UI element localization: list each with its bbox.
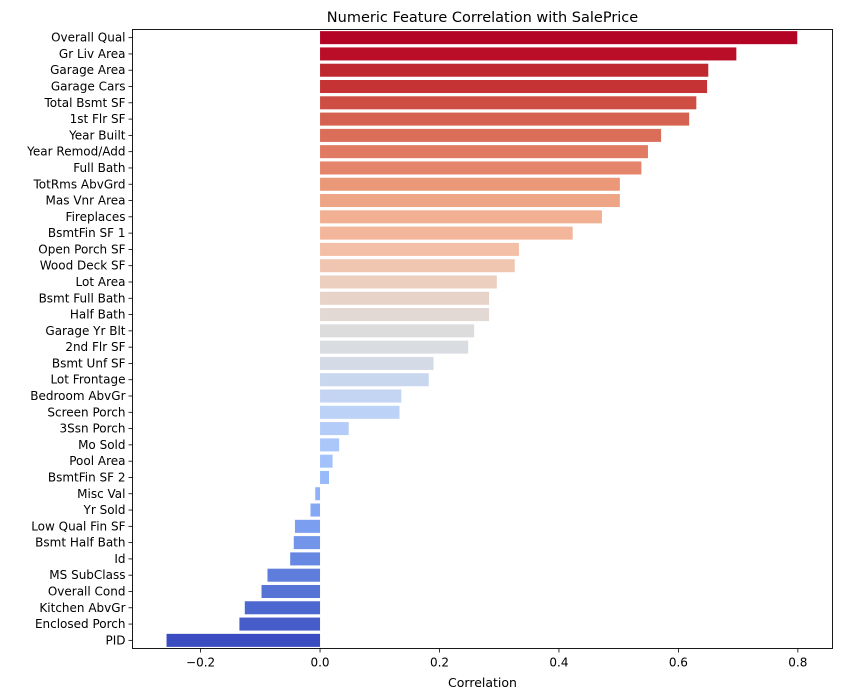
bar-bsmt-half-bath	[293, 536, 321, 550]
bar-mas-vnr-area	[320, 194, 620, 208]
bar-fireplaces	[320, 210, 602, 224]
bar-full-bath	[320, 161, 642, 175]
category-label: Overall Cond	[48, 584, 126, 598]
bar-1st-flr-sf	[320, 112, 690, 126]
category-label: Wood Deck SF	[40, 259, 126, 273]
bars-layer	[166, 31, 798, 647]
category-label: Kitchen AbvGr	[39, 601, 125, 615]
bar-wood-deck-sf	[320, 259, 515, 273]
bar-total-bsmt-sf	[320, 96, 697, 110]
bar-garage-yr-blt	[320, 324, 475, 338]
category-label: BsmtFin SF 2	[48, 470, 126, 484]
category-label: 2nd Flr SF	[65, 340, 125, 354]
category-label: Low Qual Fin SF	[31, 519, 125, 533]
category-label: Id	[114, 552, 125, 566]
bar-pid	[166, 633, 321, 647]
category-label: Open Porch SF	[38, 242, 125, 256]
x-tick-label: −0.2	[186, 656, 215, 670]
category-label: Pool Area	[69, 454, 125, 468]
bar-mo-sold	[320, 438, 340, 452]
bar-half-bath	[320, 308, 490, 322]
bar-2nd-flr-sf	[320, 340, 469, 354]
category-label: Gr Liv Area	[59, 47, 126, 61]
category-label: 3Ssn Porch	[60, 422, 126, 436]
chart-title: Numeric Feature Correlation with SalePri…	[327, 10, 638, 26]
bar-bsmtfin-sf-1	[320, 226, 573, 240]
bar-misc-val	[315, 487, 321, 501]
bar-bedroom-abvgr	[320, 389, 402, 403]
x-axis-label: Correlation	[448, 675, 517, 690]
x-tick-label: 0.6	[669, 656, 688, 670]
bar-open-porch-sf	[320, 242, 519, 256]
x-tick-label: 0.0	[310, 656, 329, 670]
bar-totrms-abvgrd	[320, 177, 620, 191]
category-label: Bedroom AbvGr	[30, 389, 125, 403]
bar-yr-sold	[310, 503, 321, 517]
bar-bsmt-unf-sf	[320, 356, 434, 370]
category-label: Half Bath	[70, 308, 126, 322]
category-label: Garage Cars	[51, 80, 126, 94]
bar-gr-liv-area	[320, 47, 737, 61]
category-label: Bsmt Half Bath	[35, 536, 125, 550]
bar-year-built	[320, 128, 662, 142]
category-label: Overall Qual	[51, 31, 125, 45]
category-label: Bsmt Unf SF	[52, 356, 126, 370]
category-label: Mo Sold	[78, 438, 125, 452]
bar-bsmt-full-bath	[320, 291, 490, 305]
category-label: Screen Porch	[47, 405, 125, 419]
category-label: MS SubClass	[49, 568, 125, 582]
category-label: Garage Area	[50, 63, 125, 77]
category-label: Full Bath	[73, 161, 125, 175]
category-labels: Overall Qual Gr Liv Area Garage Area Garage…	[26, 31, 133, 647]
category-label: Total Bsmt SF	[43, 96, 125, 110]
bar-enclosed-porch	[239, 617, 321, 631]
bar-bsmtfin-sf-2	[320, 470, 330, 484]
category-label: Enclosed Porch	[35, 617, 126, 631]
category-label: Mas Vnr Area	[46, 194, 126, 208]
category-label: Lot Area	[76, 275, 126, 289]
bar-kitchen-abvgr	[244, 601, 321, 615]
bar-screen-porch	[320, 405, 400, 419]
x-axis-ticks: −0.2 0.0 0.2 0.4 0.6 0.8	[186, 648, 807, 670]
bar-garage-area	[320, 63, 709, 77]
category-label: Misc Val	[77, 487, 125, 501]
bar-overall-cond	[261, 584, 321, 599]
bar-pool-area	[320, 454, 333, 468]
x-tick-label: 0.4	[549, 656, 568, 670]
category-label: Garage Yr Blt	[45, 324, 125, 338]
x-tick-label: 0.2	[430, 656, 449, 670]
category-label: Bsmt Full Bath	[39, 291, 126, 305]
category-label: Year Remod/Add	[26, 145, 125, 159]
bar-ms-subclass	[267, 568, 321, 582]
category-label: 1st Flr SF	[70, 112, 126, 126]
category-label: Lot Frontage	[50, 373, 125, 387]
category-label: Fireplaces	[66, 210, 126, 224]
bar-low-qual-fin-sf	[294, 519, 321, 533]
category-label: Year Built	[68, 128, 126, 142]
bar-year-remod-add	[320, 145, 648, 159]
bar-3ssn-porch	[320, 422, 349, 436]
bar-lot-frontage	[320, 373, 429, 387]
bar-overall-qual	[320, 31, 798, 45]
category-label: TotRms AbvGrd	[33, 177, 126, 191]
bar-id	[290, 552, 321, 566]
category-label: Yr Sold	[83, 503, 126, 517]
plot-frame	[132, 29, 833, 649]
bar-garage-cars	[320, 79, 708, 94]
bar-lot-area	[320, 275, 497, 289]
x-tick-label: 0.8	[788, 656, 807, 670]
category-label: PID	[105, 633, 125, 647]
category-label: BsmtFin SF 1	[48, 226, 126, 240]
